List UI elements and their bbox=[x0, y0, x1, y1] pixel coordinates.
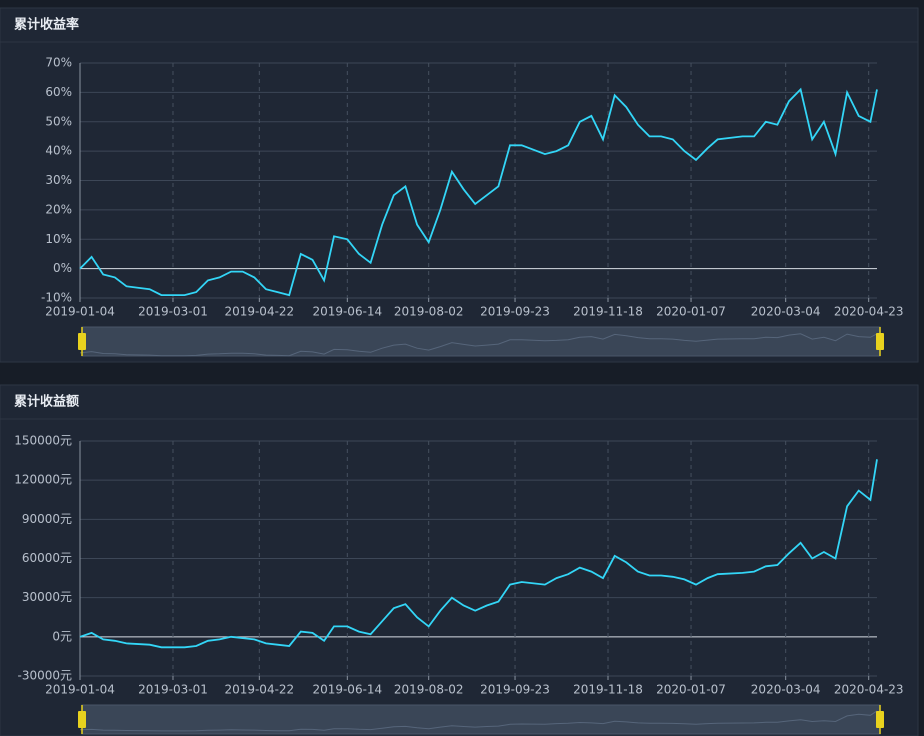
slider-handle[interactable] bbox=[78, 711, 86, 728]
y-tick-label: 60% bbox=[45, 85, 72, 99]
y-tick-label: 10% bbox=[45, 232, 72, 246]
x-tick-label: 2020-04-23 bbox=[834, 683, 904, 697]
line bbox=[79, 87, 878, 297]
slider-handle[interactable] bbox=[78, 333, 86, 350]
x-tick-label: 2019-09-23 bbox=[480, 683, 550, 697]
x-tick-label: 2020-01-07 bbox=[656, 683, 726, 697]
x-tick-label: 2019-06-14 bbox=[312, 683, 382, 697]
x-tick-label: 2019-11-18 bbox=[573, 305, 643, 319]
y-tick-label: 60000元 bbox=[22, 551, 72, 565]
y-tick-label: -10% bbox=[41, 291, 72, 305]
y-tick-label: 150000元 bbox=[14, 434, 72, 448]
x-tick-label: 2019-04-22 bbox=[224, 305, 294, 319]
y-tick-label: 70% bbox=[45, 56, 72, 70]
x-tick-label: 2019-04-22 bbox=[224, 683, 294, 697]
y-tick-label: 0% bbox=[53, 261, 72, 275]
y-tick-label: 50% bbox=[45, 114, 72, 128]
x-tick-label: 2019-09-23 bbox=[480, 305, 550, 319]
panel-title: 累计收益率 bbox=[14, 17, 79, 33]
panel bbox=[0, 7, 919, 363]
zoom-slider bbox=[81, 326, 881, 357]
y-tick-label: 30000元 bbox=[22, 590, 72, 604]
slider-handle[interactable] bbox=[876, 711, 884, 728]
x-tick-label: 2019-03-01 bbox=[138, 305, 208, 319]
y-tick-label: 30% bbox=[45, 173, 72, 187]
x-tick-label: 2019-08-02 bbox=[394, 305, 464, 319]
y-tick-label: 0元 bbox=[52, 629, 72, 643]
y-tick-label: 120000元 bbox=[14, 473, 72, 487]
y-tick-label: 20% bbox=[45, 202, 72, 216]
x-tick-label: 2020-03-04 bbox=[751, 305, 821, 319]
y-tick-label: -30000元 bbox=[17, 669, 72, 683]
panel bbox=[0, 384, 919, 736]
x-tick-label: 2019-03-01 bbox=[138, 683, 208, 697]
zoom-slider bbox=[81, 704, 881, 735]
slider-handle[interactable] bbox=[876, 333, 884, 350]
x-tick-label: 2019-01-04 bbox=[45, 305, 115, 319]
y-tick-label: 40% bbox=[45, 144, 72, 158]
x-tick-label: 2019-11-18 bbox=[573, 683, 643, 697]
slider-overview bbox=[79, 333, 878, 357]
y-tick-label: 90000元 bbox=[22, 512, 72, 526]
x-tick-label: 2020-03-04 bbox=[751, 683, 821, 697]
slider-overview bbox=[79, 710, 878, 732]
x-tick-label: 2019-06-14 bbox=[312, 305, 382, 319]
line bbox=[79, 459, 878, 649]
x-tick-label: 2019-08-02 bbox=[394, 683, 464, 697]
x-tick-label: 2019-01-04 bbox=[45, 683, 115, 697]
x-tick-label: 2020-01-07 bbox=[656, 305, 726, 319]
x-tick-label: 2020-04-23 bbox=[834, 305, 904, 319]
panel-title: 累计收益额 bbox=[14, 394, 79, 410]
